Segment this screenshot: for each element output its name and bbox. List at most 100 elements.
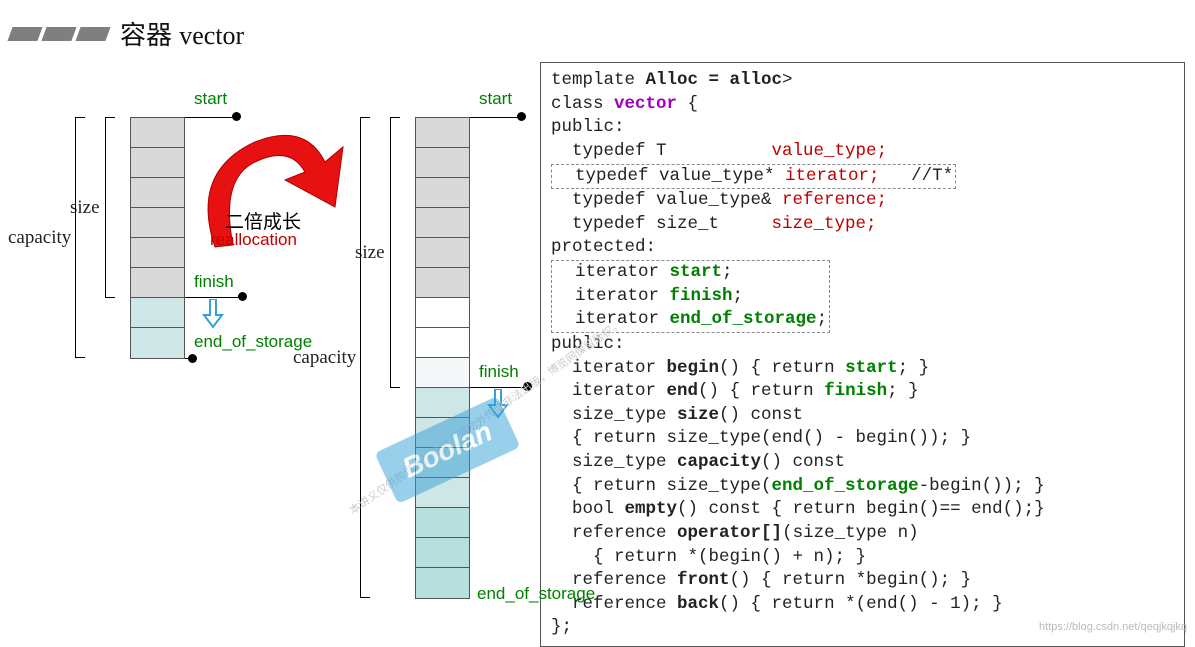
- title-en: vector: [179, 21, 244, 50]
- members-box: iterator start; iterator finish; iterato…: [551, 260, 830, 333]
- code-text: bool: [551, 499, 625, 519]
- code-text: };: [551, 617, 572, 637]
- pointer-line: [185, 358, 194, 359]
- code-text: start: [845, 358, 898, 378]
- code-text: { return *(begin() + n); }: [551, 547, 866, 567]
- watermark-url: https://blog.csdn.net/qeqjkqjkq: [1039, 621, 1187, 633]
- code-text: ;: [722, 262, 733, 282]
- cell: [131, 118, 184, 148]
- code-text: typedef T: [551, 141, 772, 161]
- cell: [131, 148, 184, 178]
- code-text: () const: [761, 452, 845, 472]
- code-text: template Alloc = alloc> class vector { p…: [551, 70, 1045, 637]
- code-text: vector: [614, 94, 677, 114]
- code-text: ;: [817, 309, 828, 329]
- cell: [416, 568, 469, 598]
- cell: [416, 508, 469, 538]
- bracket: [360, 117, 361, 597]
- cell: [131, 298, 184, 328]
- cell: [131, 208, 184, 238]
- bracket: [105, 117, 106, 297]
- code-text: iterator: [551, 381, 667, 401]
- code-text: back: [677, 594, 719, 614]
- cell: [131, 178, 184, 208]
- code-text: front: [677, 570, 730, 590]
- code-text: typedef value_type*: [554, 166, 785, 186]
- eos-label-2: end_of_storage: [477, 584, 595, 604]
- cell: [416, 238, 469, 268]
- start-label: start: [194, 89, 227, 109]
- code-text: ; }: [898, 358, 930, 378]
- code-text: size_type: [551, 452, 677, 472]
- bar-icon: [7, 27, 42, 41]
- code-text: Alloc = alloc: [646, 70, 783, 90]
- vector-after: [415, 117, 470, 599]
- code-text: finish: [824, 381, 887, 401]
- code-text: capacity: [677, 452, 761, 472]
- cell: [416, 538, 469, 568]
- cell: [416, 328, 469, 358]
- code-text: {: [677, 94, 698, 114]
- code-text: typedef value_type&: [551, 190, 782, 210]
- cell: [131, 238, 184, 268]
- code-text: end: [667, 381, 699, 401]
- capacity-bracket: capacity: [8, 227, 71, 249]
- grow-en-label: reallocation: [210, 230, 297, 250]
- code-text: >: [782, 70, 793, 90]
- cell: [131, 328, 184, 358]
- bar-icon: [75, 27, 110, 41]
- code-text: size_type;: [772, 214, 877, 234]
- code-text: operator[]: [677, 523, 782, 543]
- code-text: begin: [667, 358, 720, 378]
- code-text: iterator;: [785, 166, 880, 186]
- code-text: typedef size_t: [551, 214, 772, 234]
- start-label-2: start: [479, 89, 512, 109]
- code-text: iterator: [554, 286, 670, 306]
- header-bars: [10, 27, 108, 41]
- vector-before: [130, 117, 185, 359]
- code-text: end_of_storage: [670, 309, 817, 329]
- blue-arrow-icon: [202, 299, 224, 334]
- capacity-bracket-2: capacity: [293, 347, 356, 369]
- cell: [416, 148, 469, 178]
- code-text: finish: [670, 286, 733, 306]
- code-text: () const { return begin()== end();}: [677, 499, 1045, 519]
- bracket: [75, 117, 76, 357]
- code-text: ; }: [887, 381, 919, 401]
- code-text: () { return *(end() - 1); }: [719, 594, 1003, 614]
- code-text: class: [551, 94, 614, 114]
- code-text: value_type;: [772, 141, 888, 161]
- cell: [131, 268, 184, 298]
- cell: [416, 118, 469, 148]
- code-text: -begin()); }: [919, 476, 1045, 496]
- code-text: () const: [719, 405, 803, 425]
- code-text: ;: [733, 286, 744, 306]
- cell: [416, 268, 469, 298]
- code-text: end_of_storage: [772, 476, 919, 496]
- code-text: empty: [625, 499, 678, 519]
- code-text: size_type: [551, 405, 677, 425]
- cell: [416, 208, 469, 238]
- code-text: start: [670, 262, 723, 282]
- finish-label-2: finish: [479, 362, 519, 382]
- code-text: public:: [551, 117, 625, 137]
- code-text: (size_type n): [782, 523, 919, 543]
- pointer-line: [470, 117, 523, 118]
- cell: [416, 298, 469, 328]
- code-panel: template Alloc = alloc> class vector { p…: [540, 62, 1185, 647]
- cell: [416, 178, 469, 208]
- code-text: //T*: [880, 166, 954, 186]
- code-text: () { return: [719, 358, 845, 378]
- code-text: () { return: [698, 381, 824, 401]
- cell: [416, 358, 469, 388]
- code-text: iterator: [554, 262, 670, 282]
- title-cn: 容器: [120, 20, 172, 50]
- code-text: size: [677, 405, 719, 425]
- code-text: protected:: [551, 237, 656, 257]
- code-text: () { return *begin(); }: [730, 570, 972, 590]
- code-text: reference;: [782, 190, 887, 210]
- code-text: reference: [551, 523, 677, 543]
- code-text: { return size_type(end() - begin()); }: [551, 428, 971, 448]
- bracket: [390, 117, 391, 387]
- bar-icon: [41, 27, 76, 41]
